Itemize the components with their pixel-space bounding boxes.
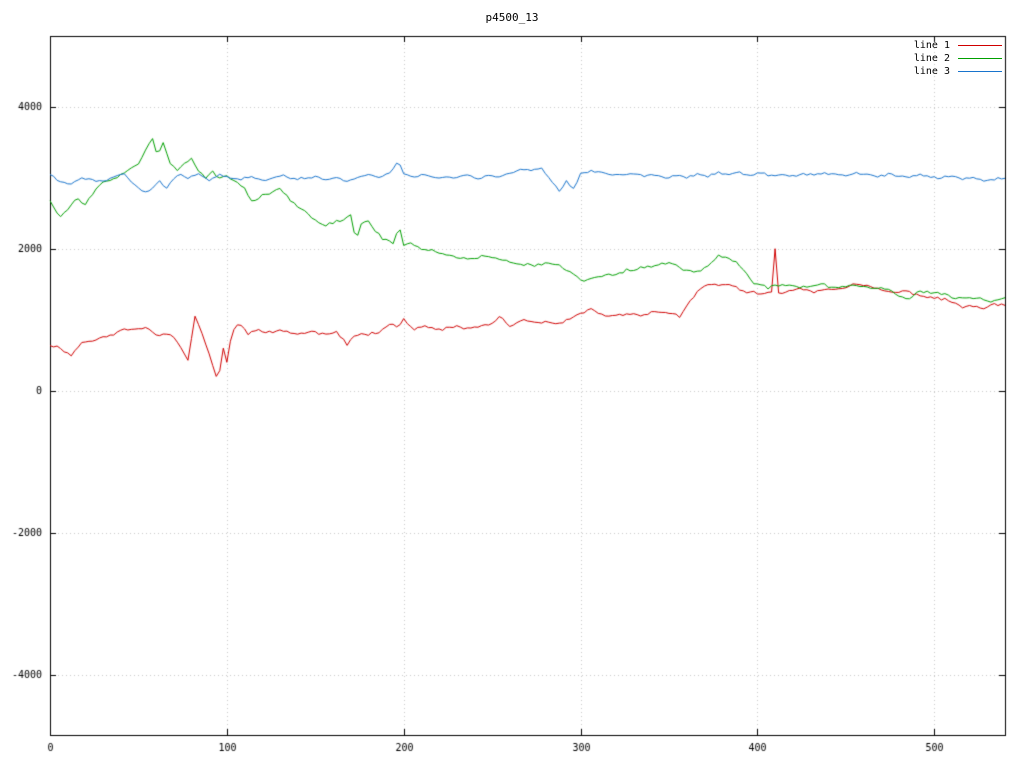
legend-label: line 1: [913, 40, 950, 51]
legend-line-sample: [958, 58, 1002, 59]
legend: line 1 line 2 line 3: [914, 39, 1002, 78]
chart-title: p4500_13: [485, 11, 539, 24]
legend-item: line 1: [914, 39, 1002, 52]
legend-item: line 2: [914, 52, 1002, 65]
legend-label: line 2: [913, 53, 950, 64]
legend-line-sample: [958, 71, 1002, 72]
legend-line-sample: [958, 45, 1002, 46]
legend-label: line 3: [913, 66, 950, 77]
legend-item: line 3: [914, 65, 1002, 78]
